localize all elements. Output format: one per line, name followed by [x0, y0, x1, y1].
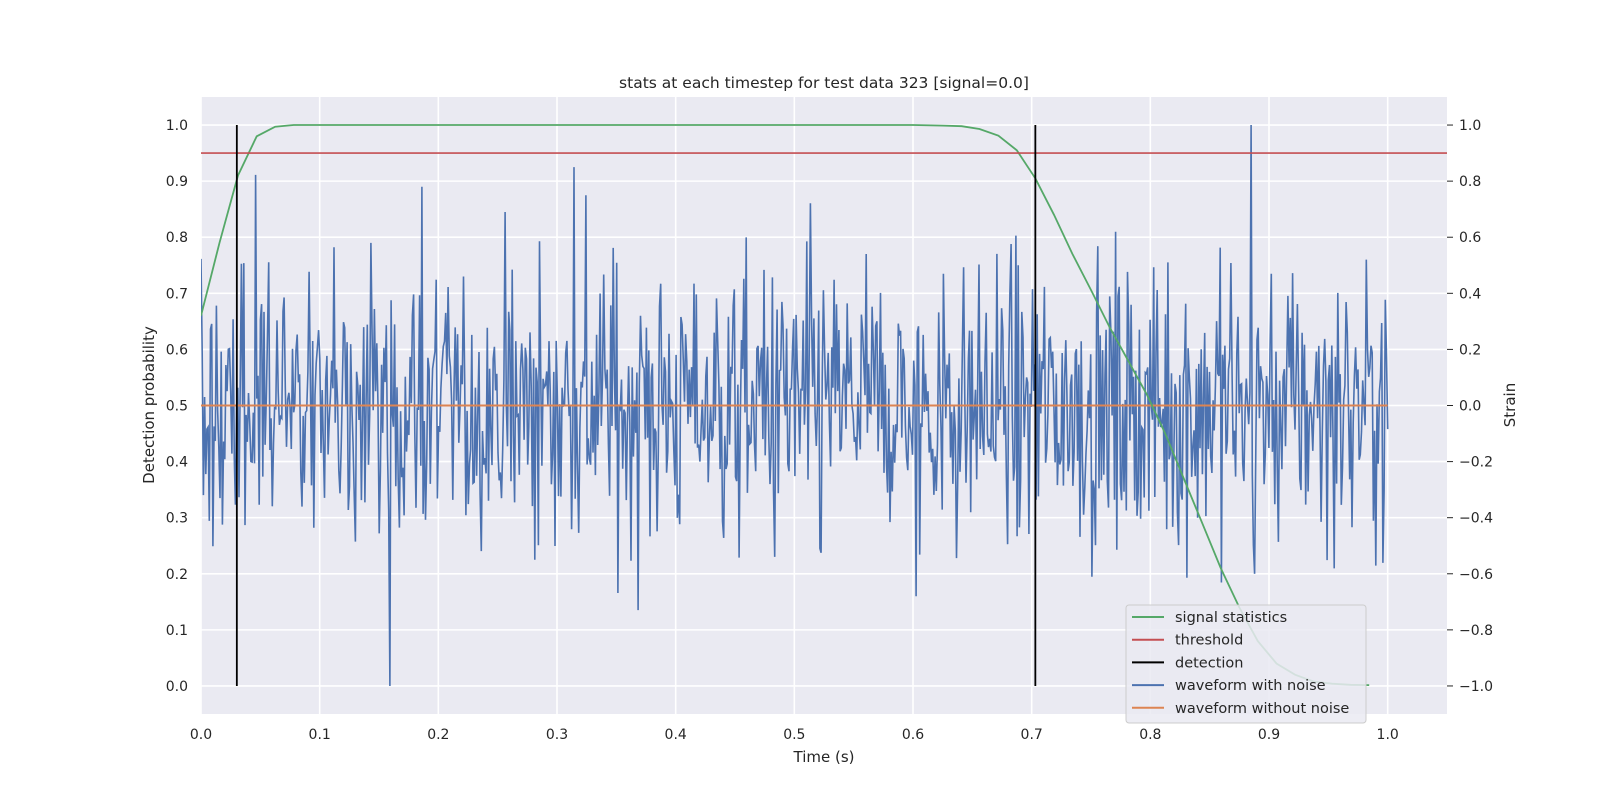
y-right-tick-labels: −1.0 −0.8 −0.6 −0.4 −0.2 0.0 0.2 0.4 0.6 0.8 1.0 — [1447, 118, 1493, 695]
y-right-tick-label: −0.2 — [1459, 455, 1493, 471]
y-left-tick-label: 0.9 — [166, 174, 188, 190]
legend-label: signal statistics — [1175, 610, 1287, 626]
y-left-tick-labels: 0.0 0.1 0.2 0.3 0.4 0.5 0.6 0.7 0.8 0.9 1.0 — [166, 118, 188, 695]
x-tick-label: 0.3 — [546, 727, 568, 743]
y-right-tick-label: −0.8 — [1459, 623, 1493, 639]
y-right-tick-label: 0.6 — [1459, 230, 1481, 246]
y-left-tick-label: 0.2 — [166, 567, 188, 583]
y-left-axis-title: Detection probability — [140, 326, 158, 484]
x-tick-label: 0.5 — [783, 727, 805, 743]
y-left-tick-label: 0.5 — [166, 399, 188, 415]
y-right-axis-title: Strain — [1501, 383, 1519, 427]
y-right-tick-label: −0.6 — [1459, 567, 1493, 583]
x-tick-label: 0.1 — [309, 727, 331, 743]
y-left-tick-label: 1.0 — [166, 118, 188, 134]
legend-label: waveform with noise — [1175, 678, 1326, 694]
y-right-tick-label: 0.2 — [1459, 342, 1481, 358]
y-left-tick-label: 0.3 — [166, 511, 188, 527]
x-tick-label: 0.2 — [427, 727, 449, 743]
x-axis-title: Time (s) — [793, 748, 855, 766]
legend-box — [1125, 604, 1367, 724]
y-right-tick-label: 0.0 — [1459, 399, 1481, 415]
y-right-tick-label: −0.4 — [1459, 511, 1493, 527]
x-tick-label: 0.4 — [665, 727, 687, 743]
legend-label: waveform without noise — [1175, 701, 1349, 717]
y-right-tick-label: 1.0 — [1459, 118, 1481, 134]
y-left-tick-label: 0.4 — [166, 455, 188, 471]
legend: signal statistics threshold detection wavef… — [1125, 604, 1367, 724]
y-left-tick-label: 0.6 — [166, 342, 188, 358]
legend-label: detection — [1175, 655, 1243, 671]
x-tick-label: 0.7 — [1021, 727, 1043, 743]
x-tick-label: 1.0 — [1377, 727, 1399, 743]
x-tick-labels: 0.0 0.1 0.2 0.3 0.4 0.5 0.6 0.7 0.8 0.9 1.0 — [190, 727, 1399, 743]
x-tick-label: 0.8 — [1139, 727, 1161, 743]
y-right-tick-label: −1.0 — [1459, 679, 1493, 695]
y-right-tick-label: 0.4 — [1459, 286, 1481, 302]
y-right-tick-label: 0.8 — [1459, 174, 1481, 190]
y-left-tick-label: 0.8 — [166, 230, 188, 246]
x-tick-label: 0.0 — [190, 727, 212, 743]
series-layer — [201, 124, 1447, 687]
legend-label: threshold — [1175, 633, 1243, 649]
x-tick-label: 0.6 — [902, 727, 924, 743]
y-left-tick-label: 0.7 — [166, 286, 188, 302]
waveform-with-noise-line — [201, 124, 1389, 687]
x-tick-label: 0.9 — [1258, 727, 1280, 743]
y-left-tick-label: 0.0 — [166, 679, 188, 695]
chart-title: stats at each timestep for test data 323… — [619, 74, 1029, 92]
y-left-tick-label: 0.1 — [166, 623, 188, 639]
